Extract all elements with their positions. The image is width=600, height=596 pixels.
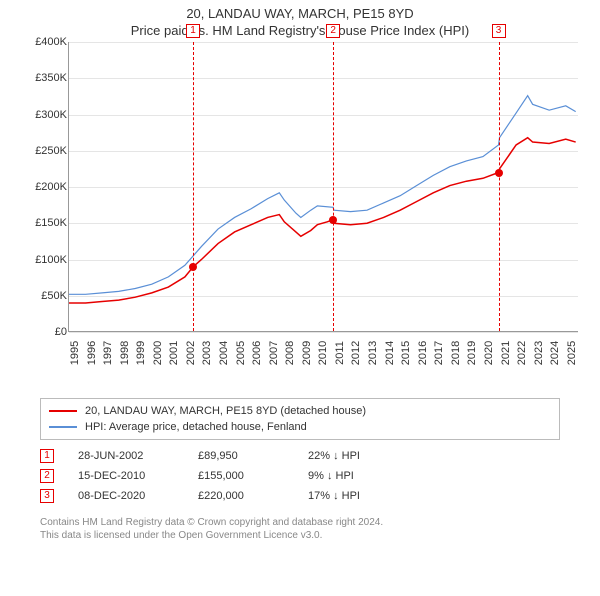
gridline xyxy=(69,332,578,333)
chart-container: 20, LANDAU WAY, MARCH, PE15 8YD Price pa… xyxy=(0,6,600,596)
x-tick-label: 2015 xyxy=(400,341,412,365)
series-price_paid xyxy=(69,138,576,303)
sale-dot xyxy=(495,169,503,177)
x-tick-label: 2024 xyxy=(549,341,561,365)
series-svg xyxy=(69,42,578,331)
sale-marker-box-3: 3 xyxy=(40,489,54,503)
x-tick-label: 2021 xyxy=(500,341,512,365)
x-tick-label: 2022 xyxy=(516,341,528,365)
x-tick-label: 2002 xyxy=(185,341,197,365)
x-tick-label: 1996 xyxy=(86,341,98,365)
y-tick-label: £150K xyxy=(27,217,67,229)
y-tick-label: £200K xyxy=(27,181,67,193)
x-tick-label: 2008 xyxy=(284,341,296,365)
sales-table: 1 28-JUN-2002 £89,950 22% ↓ HPI 2 15-DEC… xyxy=(40,446,560,506)
x-tick-label: 2010 xyxy=(317,341,329,365)
y-tick-label: £50K xyxy=(27,290,67,302)
legend-swatch-price-paid xyxy=(49,410,77,412)
sale-marker-line xyxy=(499,42,500,331)
x-tick-label: 2019 xyxy=(466,341,478,365)
legend-swatch-hpi xyxy=(49,426,77,428)
x-tick-label: 1998 xyxy=(119,341,131,365)
x-tick-label: 1997 xyxy=(102,341,114,365)
chart-title: 20, LANDAU WAY, MARCH, PE15 8YD xyxy=(0,6,600,21)
sales-row-3: 3 08-DEC-2020 £220,000 17% ↓ HPI xyxy=(40,486,560,506)
x-tick-label: 2023 xyxy=(533,341,545,365)
x-tick-label: 2006 xyxy=(251,341,263,365)
sale-diff-1: 22% ↓ HPI xyxy=(308,450,428,462)
sale-date-2: 15-DEC-2010 xyxy=(78,470,198,482)
chart-area: £0£50K£100K£150K£200K£250K£300K£350K£400… xyxy=(30,42,590,362)
sale-marker-box: 1 xyxy=(186,24,200,38)
x-tick-label: 2020 xyxy=(483,341,495,365)
x-tick-label: 2000 xyxy=(152,341,164,365)
chart-subtitle: Price paid vs. HM Land Registry's House … xyxy=(0,23,600,38)
x-tick-label: 1995 xyxy=(69,341,81,365)
footer: Contains HM Land Registry data © Crown c… xyxy=(40,516,560,542)
x-tick-label: 2009 xyxy=(301,341,313,365)
sale-marker-box-2: 2 xyxy=(40,469,54,483)
x-tick-label: 2004 xyxy=(218,341,230,365)
x-tick-label: 2001 xyxy=(168,341,180,365)
x-tick-label: 2012 xyxy=(350,341,362,365)
y-tick-label: £100K xyxy=(27,254,67,266)
footer-line-1: Contains HM Land Registry data © Crown c… xyxy=(40,516,560,529)
sale-marker-line xyxy=(193,42,194,331)
sale-marker-box: 2 xyxy=(326,24,340,38)
x-tick-label: 2014 xyxy=(384,341,396,365)
sale-diff-2: 9% ↓ HPI xyxy=(308,470,428,482)
plot-area: £0£50K£100K£150K£200K£250K£300K£350K£400… xyxy=(68,42,578,332)
footer-line-2: This data is licensed under the Open Gov… xyxy=(40,529,560,542)
sale-marker-box: 3 xyxy=(492,24,506,38)
sale-date-3: 08-DEC-2020 xyxy=(78,490,198,502)
x-tick-label: 2005 xyxy=(235,341,247,365)
sales-row-2: 2 15-DEC-2010 £155,000 9% ↓ HPI xyxy=(40,466,560,486)
sale-diff-3: 17% ↓ HPI xyxy=(308,490,428,502)
x-tick-label: 2007 xyxy=(268,341,280,365)
sale-price-1: £89,950 xyxy=(198,450,308,462)
sale-marker-box-1: 1 xyxy=(40,449,54,463)
sales-row-1: 1 28-JUN-2002 £89,950 22% ↓ HPI xyxy=(40,446,560,466)
series-hpi xyxy=(69,96,576,295)
sale-price-2: £155,000 xyxy=(198,470,308,482)
sale-dot xyxy=(189,263,197,271)
x-tick-label: 2013 xyxy=(367,341,379,365)
x-tick-label: 2017 xyxy=(433,341,445,365)
y-tick-label: £350K xyxy=(27,72,67,84)
legend-row-hpi: HPI: Average price, detached house, Fenl… xyxy=(49,419,551,435)
sale-dot xyxy=(329,216,337,224)
legend: 20, LANDAU WAY, MARCH, PE15 8YD (detache… xyxy=(40,398,560,440)
y-tick-label: £300K xyxy=(27,109,67,121)
x-tick-label: 1999 xyxy=(135,341,147,365)
sale-price-3: £220,000 xyxy=(198,490,308,502)
y-tick-label: £0 xyxy=(27,326,67,338)
x-tick-label: 2016 xyxy=(417,341,429,365)
x-tick-label: 2025 xyxy=(566,341,578,365)
y-tick-label: £400K xyxy=(27,36,67,48)
legend-label-price-paid: 20, LANDAU WAY, MARCH, PE15 8YD (detache… xyxy=(85,405,366,417)
sale-marker-line xyxy=(333,42,334,331)
legend-row-price-paid: 20, LANDAU WAY, MARCH, PE15 8YD (detache… xyxy=(49,403,551,419)
y-tick-label: £250K xyxy=(27,145,67,157)
x-tick-label: 2003 xyxy=(201,341,213,365)
sale-date-1: 28-JUN-2002 xyxy=(78,450,198,462)
x-tick-label: 2011 xyxy=(334,341,346,365)
legend-label-hpi: HPI: Average price, detached house, Fenl… xyxy=(85,421,307,433)
x-tick-label: 2018 xyxy=(450,341,462,365)
